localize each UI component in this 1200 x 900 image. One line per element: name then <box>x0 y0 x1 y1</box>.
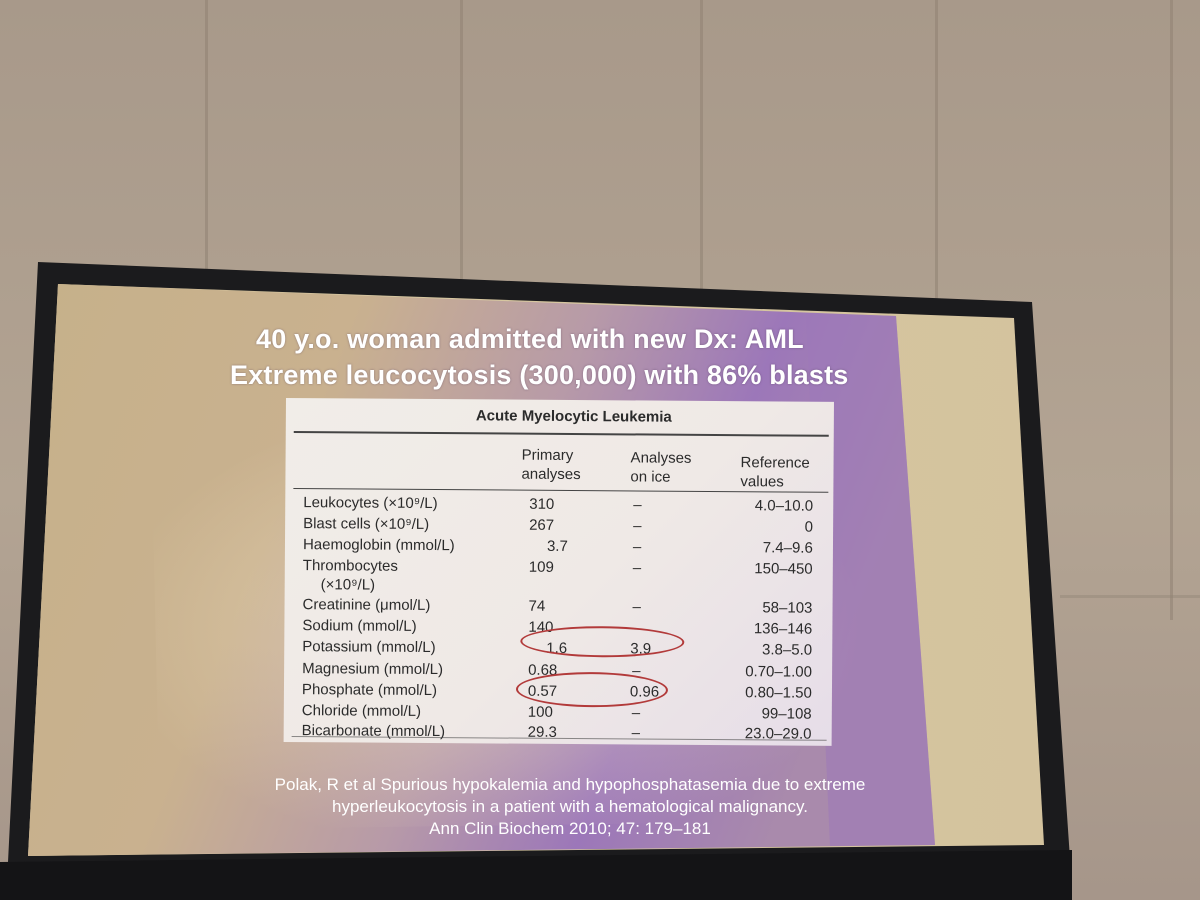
slide-title-line1: 40 y.o. woman admitted with new Dx: AML <box>256 324 804 354</box>
cell-reference-value: 0.70–1.00 <box>745 663 813 681</box>
lab-results-table: Acute Myelocytic Leukemia Primary analys… <box>283 398 834 746</box>
row-label: Magnesium (mmol/L) <box>302 660 444 679</box>
cell-primary-analyses: 267 <box>529 516 555 534</box>
header-primary-line1: Primary <box>521 446 574 465</box>
screen-bottom-bar <box>0 850 1072 900</box>
citation: Polak, R et al Spurious hypokalemia and … <box>170 774 970 840</box>
row-label: Thrombocytes <box>302 557 398 575</box>
row-label: Phosphate (mmol/L) <box>301 681 438 700</box>
slide-purple-band <box>806 313 935 846</box>
cell-analyses-on-ice: – <box>632 559 642 577</box>
phosphate-highlight-circle <box>515 671 669 708</box>
header-primary-analyses: Primary analyses <box>521 446 580 484</box>
header-ice-line1: Analyses <box>630 449 692 467</box>
wall-seam <box>1170 0 1173 620</box>
cell-primary-analyses: 100 <box>527 703 553 721</box>
wall-seam <box>1060 595 1200 598</box>
row-label: Blast cells (×10⁹/L) <box>303 515 430 534</box>
header-reference-line1: Reference <box>740 454 810 472</box>
row-label: Leukocytes (×10⁹/L) <box>303 494 438 513</box>
slide-title-line2: Extreme leucocytosis (300,000) with 86% … <box>230 360 849 390</box>
row-label: Chloride (mmol/L) <box>301 702 422 720</box>
cell-analyses-on-ice: – <box>631 704 641 722</box>
cell-reference-value: 0 <box>804 518 814 536</box>
row-label-continued: (×10⁹/L) <box>320 576 376 594</box>
cell-reference-value: 150–450 <box>754 560 813 578</box>
citation-line3: Ann Clin Biochem 2010; 47: 179–181 <box>429 819 711 838</box>
cell-reference-value: 4.0–10.0 <box>754 497 814 515</box>
cell-primary-analyses: 109 <box>528 558 554 576</box>
cell-reference-value: 7.4–9.6 <box>762 539 813 557</box>
row-label: Sodium (mmol/L) <box>302 617 417 635</box>
header-ice-line2: on ice <box>630 468 671 486</box>
cell-analyses-on-ice: – <box>633 496 642 514</box>
cell-reference-value: 0.80–1.50 <box>745 684 812 702</box>
cell-analyses-on-ice: – <box>633 517 642 535</box>
citation-line1: Polak, R et al Spurious hypokalemia and … <box>274 775 866 794</box>
slide-content: 40 y.o. woman admitted with new Dx: AML … <box>60 288 1060 848</box>
cell-reference-value: 136–146 <box>753 620 813 638</box>
row-label: Potassium (mmol/L) <box>302 638 436 657</box>
cell-primary-analyses: 310 <box>529 495 555 513</box>
cell-reference-value: 99–108 <box>761 705 812 723</box>
header-primary-line2: analyses <box>521 465 581 484</box>
table-caption: Acute Myelocytic Leukemia <box>475 407 672 426</box>
row-label: Haemoglobin (mmol/L) <box>302 536 455 555</box>
cell-primary-analyses: 3.7 <box>546 537 568 555</box>
row-label: Creatinine (μmol/L) <box>302 596 431 615</box>
cell-reference-value: 3.8–5.0 <box>762 641 813 659</box>
cell-reference-value: 58–103 <box>762 599 813 617</box>
table-body: Leukocytes (×10⁹/L) 310 – 4.0–10.0 Blast cel… <box>286 398 834 743</box>
header-reference-line2: values <box>740 473 784 491</box>
header-analyses-on-ice: Analyses on ice <box>630 448 691 486</box>
potassium-highlight-circle <box>520 625 685 658</box>
table-top-rule <box>293 431 829 437</box>
cell-analyses-on-ice: – <box>632 598 641 616</box>
cell-analyses-on-ice: – <box>632 538 642 556</box>
cell-primary-analyses: 74 <box>528 597 546 615</box>
citation-line2: hyperleukocytosis in a patient with a he… <box>332 797 808 816</box>
header-reference-values: Reference values <box>740 453 809 491</box>
